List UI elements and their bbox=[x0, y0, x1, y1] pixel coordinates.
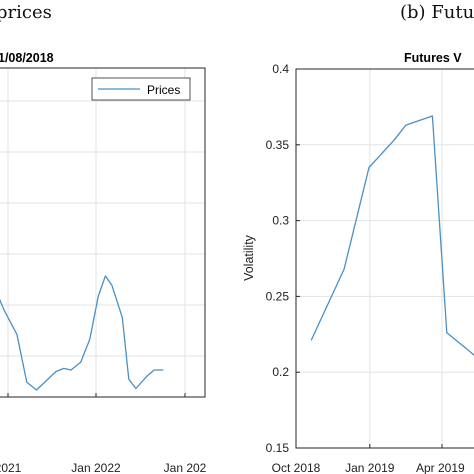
series-line-prices bbox=[0, 275, 164, 391]
legend-label-prices: Prices bbox=[147, 83, 180, 97]
right-y-tick-label: 0.3 bbox=[272, 214, 289, 228]
left-chart-x-ticks: 2021 Jan 2022 Jan 202 bbox=[0, 393, 207, 474]
right-chart-grid bbox=[296, 69, 474, 448]
right-x-tick-label: Oct 2018 bbox=[272, 461, 321, 474]
right-x-tick-label: Jan 2019 bbox=[345, 461, 395, 474]
right-chart: Futures V 0.15 0.2 0.25 0.3 0.35 0.4 Oct 2018… bbox=[242, 51, 474, 474]
subfigure-caption-left: prices bbox=[0, 2, 52, 23]
legend-box bbox=[91, 77, 191, 101]
left-chart-axes-box bbox=[0, 67, 206, 398]
right-chart-y-label: Volatility bbox=[242, 234, 256, 281]
right-x-tick-label: Apr 2019 bbox=[416, 461, 465, 474]
right-chart-title: Futures V bbox=[404, 51, 462, 65]
right-y-tick-label: 0.4 bbox=[272, 62, 289, 76]
right-y-tick-label: 0.35 bbox=[266, 138, 290, 152]
right-chart-axes-frame bbox=[295, 68, 474, 449]
series-line-volatility bbox=[310, 115, 474, 357]
right-y-tick-label: 0.15 bbox=[266, 441, 290, 455]
left-x-tick-label: Jan 2022 bbox=[71, 461, 121, 474]
right-y-tick-label: 0.25 bbox=[266, 289, 290, 303]
left-x-tick-label: Jan 202 bbox=[164, 461, 207, 474]
left-x-tick-label: 2021 bbox=[0, 461, 22, 474]
right-chart-series bbox=[310, 115, 474, 357]
subfigure-caption-right: (b) Futu bbox=[400, 2, 474, 23]
left-chart-grid bbox=[0, 68, 205, 397]
left-chart-series bbox=[0, 275, 164, 391]
right-chart-x-ticks: Oct 2018 Jan 2019 Apr 2019 bbox=[272, 444, 465, 474]
left-chart-title: 1/08/2018 bbox=[0, 51, 54, 65]
legend: Prices bbox=[91, 77, 191, 101]
left-chart: 1/08/2018 2021 Jan 2022 Jan 202 Prices bbox=[0, 51, 207, 474]
right-y-tick-label: 0.2 bbox=[272, 365, 289, 379]
right-chart-y-ticks: 0.15 0.2 0.25 0.3 0.35 0.4 bbox=[266, 62, 300, 455]
